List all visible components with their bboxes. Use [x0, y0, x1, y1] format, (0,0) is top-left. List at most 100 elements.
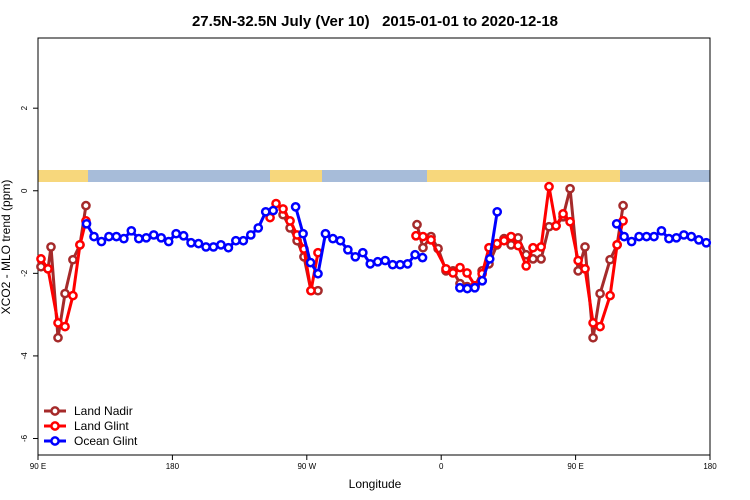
- land-strip: [270, 170, 322, 182]
- point: [595, 288, 605, 299]
- x-tick-label: 180: [166, 462, 180, 471]
- point: [455, 282, 465, 293]
- point: [402, 258, 413, 269]
- point: [208, 242, 219, 252]
- series: [81, 202, 712, 294]
- point: [46, 242, 56, 252]
- point: [133, 233, 144, 244]
- y-tick-label: -4: [20, 352, 29, 360]
- y-tick-label: -2: [20, 269, 29, 277]
- point: [417, 252, 428, 263]
- legend-marker: [50, 436, 60, 446]
- point: [365, 258, 376, 269]
- point: [521, 261, 532, 271]
- x-tick-label: 90 E: [567, 462, 583, 471]
- point: [306, 285, 316, 296]
- y-tick-label: 0: [20, 188, 29, 193]
- point: [656, 225, 667, 236]
- point: [96, 236, 107, 247]
- point: [580, 242, 590, 252]
- point: [148, 230, 159, 240]
- point: [81, 218, 92, 229]
- point: [588, 332, 598, 343]
- x-tick-label: 90 W: [297, 462, 316, 471]
- point: [156, 232, 167, 243]
- point: [611, 218, 622, 229]
- legend-marker: [50, 406, 60, 416]
- point: [216, 239, 226, 250]
- point: [43, 263, 53, 274]
- point: [238, 235, 249, 246]
- point: [171, 228, 181, 239]
- point: [245, 230, 256, 240]
- point: [649, 231, 659, 242]
- point: [618, 200, 628, 211]
- point: [81, 200, 91, 211]
- point: [455, 262, 465, 273]
- point: [305, 257, 316, 268]
- point: [231, 235, 241, 246]
- point: [278, 204, 288, 214]
- point: [268, 205, 279, 216]
- land-strip: [427, 170, 620, 182]
- point: [513, 240, 523, 251]
- point: [290, 202, 301, 212]
- point: [426, 235, 436, 245]
- point: [462, 268, 472, 278]
- point: [372, 256, 383, 267]
- point: [701, 237, 712, 248]
- point: [298, 228, 308, 239]
- point: [536, 254, 546, 264]
- point: [499, 235, 509, 246]
- point: [477, 275, 488, 286]
- point: [68, 290, 78, 301]
- point: [395, 259, 405, 270]
- x-tick-label: 180: [703, 462, 717, 471]
- series: [36, 183, 628, 343]
- point: [104, 231, 114, 242]
- point: [141, 232, 152, 243]
- point: [634, 231, 644, 242]
- point: [410, 249, 420, 260]
- x-tick-label: 0: [439, 462, 444, 471]
- point: [328, 233, 338, 244]
- point: [686, 231, 697, 242]
- point: [679, 230, 689, 240]
- point: [119, 233, 129, 244]
- point: [126, 225, 137, 236]
- point: [565, 216, 575, 227]
- point: [693, 235, 704, 245]
- point: [641, 231, 652, 242]
- point: [357, 247, 368, 258]
- x-axis-title: Longitude: [349, 477, 402, 491]
- land-ocean-strip: [38, 170, 710, 182]
- point: [178, 230, 189, 241]
- point: [664, 233, 674, 244]
- point: [320, 228, 331, 239]
- point: [588, 318, 598, 328]
- point: [380, 255, 391, 266]
- point: [260, 206, 271, 217]
- point: [350, 251, 361, 262]
- point: [201, 242, 211, 252]
- point: [551, 221, 561, 231]
- point: [412, 219, 422, 230]
- point: [335, 235, 346, 246]
- y-axis-title: XCO2 - MLO trend (ppm): [0, 180, 13, 315]
- point: [626, 236, 637, 247]
- y-tick-label: 2: [20, 105, 29, 110]
- legend-label: Land Glint: [74, 419, 129, 433]
- chart-title: 27.5N-32.5N July (Ver 10) 2015-01-01 to …: [192, 13, 558, 30]
- point: [285, 216, 295, 226]
- point: [619, 231, 629, 242]
- point: [605, 290, 615, 301]
- legend-marker: [50, 421, 60, 431]
- series-line: [40, 188, 625, 338]
- point: [313, 268, 323, 279]
- point: [462, 283, 473, 294]
- legend-label: Ocean Glint: [74, 434, 138, 448]
- point: [506, 231, 516, 242]
- point: [441, 263, 451, 274]
